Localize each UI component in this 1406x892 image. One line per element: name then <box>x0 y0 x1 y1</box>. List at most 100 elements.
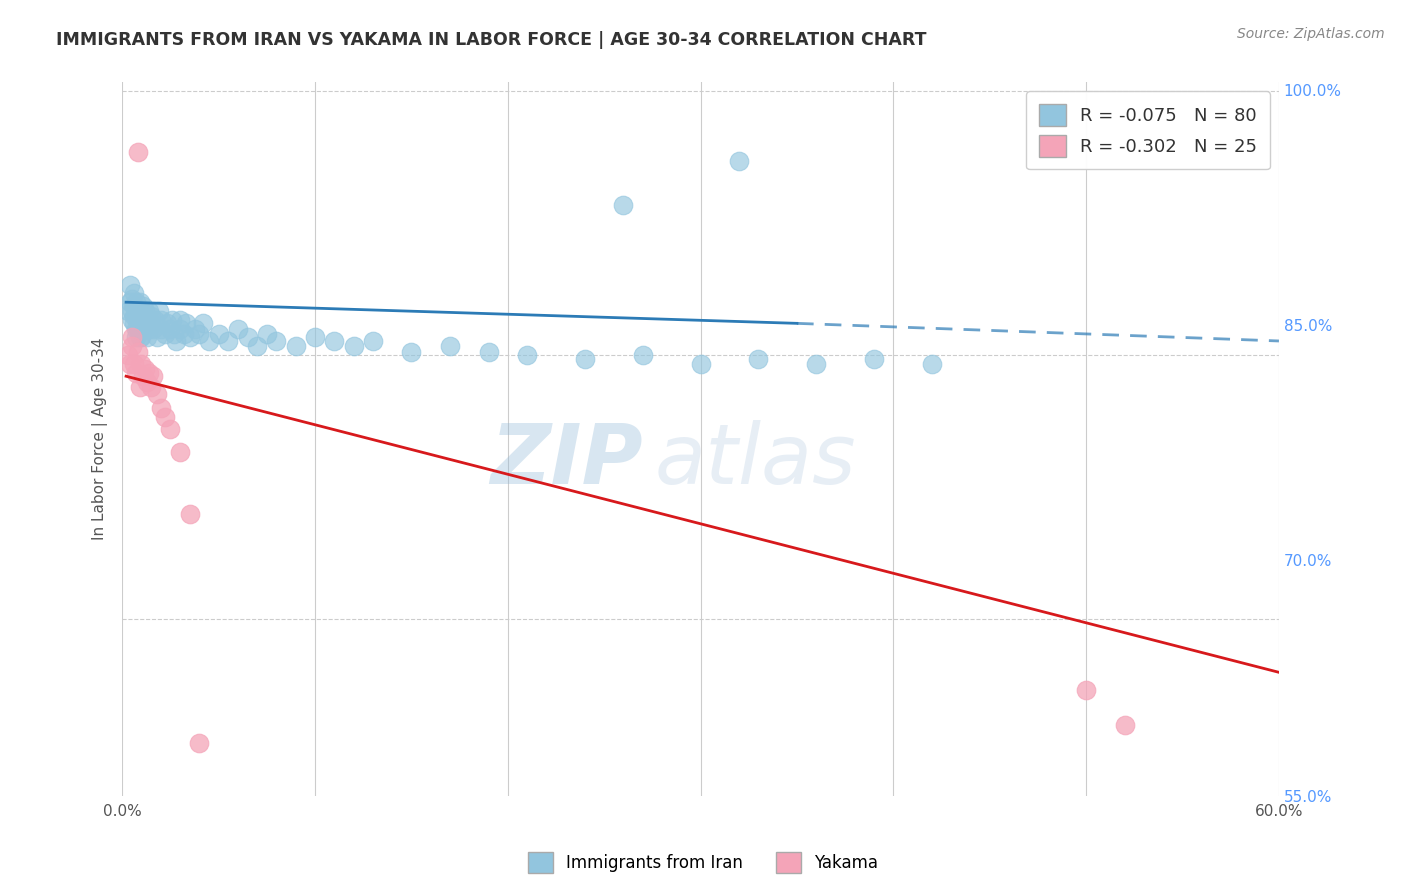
Point <box>631 348 654 362</box>
Point <box>188 736 211 750</box>
Point <box>516 348 538 362</box>
Point <box>125 330 148 344</box>
Point <box>127 344 149 359</box>
Point <box>142 369 165 384</box>
Point <box>612 198 634 212</box>
Point <box>574 351 596 366</box>
Point <box>134 362 156 376</box>
Point <box>127 304 149 318</box>
Point <box>122 286 145 301</box>
Point <box>139 317 162 331</box>
Point <box>159 422 181 436</box>
Point <box>266 334 288 348</box>
Point <box>921 357 943 371</box>
Point <box>169 321 191 335</box>
Point <box>1114 718 1136 732</box>
Point <box>217 334 239 348</box>
Point <box>304 330 326 344</box>
Point <box>125 321 148 335</box>
Point <box>401 344 423 359</box>
Point <box>162 313 184 327</box>
Point <box>184 321 207 335</box>
Point <box>863 351 886 366</box>
Point <box>159 321 181 335</box>
Point <box>121 292 143 306</box>
Point <box>122 299 145 313</box>
Point <box>122 317 145 331</box>
Point <box>174 317 197 331</box>
Point <box>256 326 278 341</box>
Point <box>131 321 153 335</box>
Point <box>179 330 201 344</box>
Point <box>139 380 162 394</box>
Legend: Immigrants from Iran, Yakama: Immigrants from Iran, Yakama <box>520 846 886 880</box>
Point <box>127 321 149 335</box>
Point <box>138 304 160 318</box>
Point <box>128 310 150 324</box>
Point <box>131 304 153 318</box>
Point <box>198 334 221 348</box>
Point <box>134 321 156 335</box>
Point <box>118 277 141 292</box>
Point <box>342 339 364 353</box>
Point <box>131 357 153 371</box>
Point <box>146 387 169 401</box>
Point <box>149 313 172 327</box>
Text: ZIP: ZIP <box>491 420 643 500</box>
Text: atlas: atlas <box>654 420 856 500</box>
Point <box>284 339 307 353</box>
Point <box>121 313 143 327</box>
Point <box>143 313 166 327</box>
Point <box>146 330 169 344</box>
Text: Source: ZipAtlas.com: Source: ZipAtlas.com <box>1237 27 1385 41</box>
Point <box>477 344 499 359</box>
Point <box>148 304 170 318</box>
Point <box>122 310 145 324</box>
Point <box>169 313 191 327</box>
Point <box>121 339 143 353</box>
Point <box>132 299 155 313</box>
Point <box>747 351 769 366</box>
Point <box>173 326 195 341</box>
Point <box>118 357 141 371</box>
Point <box>323 334 346 348</box>
Point <box>132 313 155 327</box>
Point <box>142 321 165 335</box>
Point <box>138 321 160 335</box>
Text: IMMIGRANTS FROM IRAN VS YAKAMA IN LABOR FORCE | AGE 30-34 CORRELATION CHART: IMMIGRANTS FROM IRAN VS YAKAMA IN LABOR … <box>56 31 927 49</box>
Point <box>163 326 186 341</box>
Point <box>128 330 150 344</box>
Point <box>128 380 150 394</box>
Point <box>121 304 143 318</box>
Y-axis label: In Labor Force | Age 30-34: In Labor Force | Age 30-34 <box>93 337 108 540</box>
Point <box>361 334 384 348</box>
Point <box>117 348 139 362</box>
Point <box>125 295 148 310</box>
Point <box>153 326 176 341</box>
Point <box>439 339 461 353</box>
Point <box>136 313 159 327</box>
Point <box>153 409 176 424</box>
Point <box>179 507 201 521</box>
Point <box>118 295 141 310</box>
Point <box>128 295 150 310</box>
Point <box>149 321 172 335</box>
Point <box>127 313 149 327</box>
Point <box>236 330 259 344</box>
Point <box>136 375 159 389</box>
Point <box>134 304 156 318</box>
Point <box>1076 682 1098 697</box>
Point <box>132 369 155 384</box>
Point <box>127 145 149 160</box>
Point <box>246 339 269 353</box>
Point <box>131 317 153 331</box>
Point <box>125 304 148 318</box>
Point <box>138 366 160 380</box>
Point <box>226 321 249 335</box>
Point <box>117 304 139 318</box>
Point <box>125 366 148 380</box>
Point <box>207 326 229 341</box>
Point <box>193 317 215 331</box>
Point <box>121 330 143 344</box>
Point <box>188 326 211 341</box>
